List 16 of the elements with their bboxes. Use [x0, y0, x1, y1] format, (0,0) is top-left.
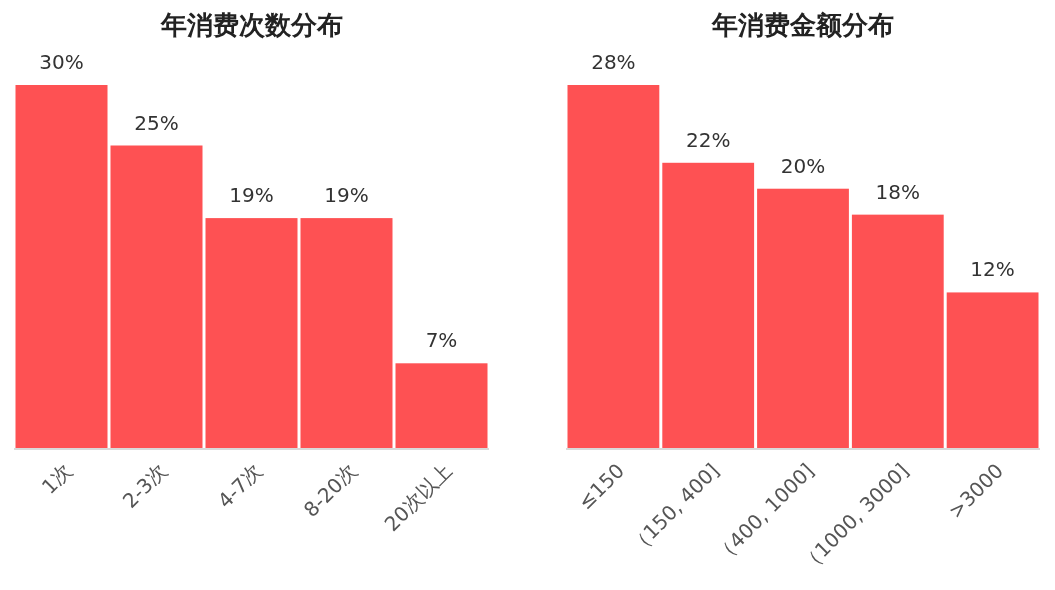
data-label: 19% — [229, 183, 274, 208]
x-tick-label: 1次 — [36, 458, 78, 499]
data-label: 7% — [425, 328, 458, 353]
data-label: 22% — [685, 127, 731, 152]
data-label: 19% — [324, 183, 369, 208]
x-tick-label: 2-3次 — [117, 458, 173, 513]
chart-title: 年消费金额分布 — [711, 10, 894, 40]
data-label: 20% — [780, 153, 826, 178]
data-label: 28% — [591, 50, 636, 74]
data-label: 12% — [970, 257, 1015, 282]
data-label: 30% — [39, 50, 84, 74]
data-label: 18% — [875, 179, 921, 204]
chart-title: 年消费次数分布 — [159, 10, 343, 40]
x-tick-label: 20次以上 — [379, 458, 458, 536]
data-label: 25% — [134, 110, 179, 135]
x-tick-label: 4-7次 — [212, 458, 268, 513]
